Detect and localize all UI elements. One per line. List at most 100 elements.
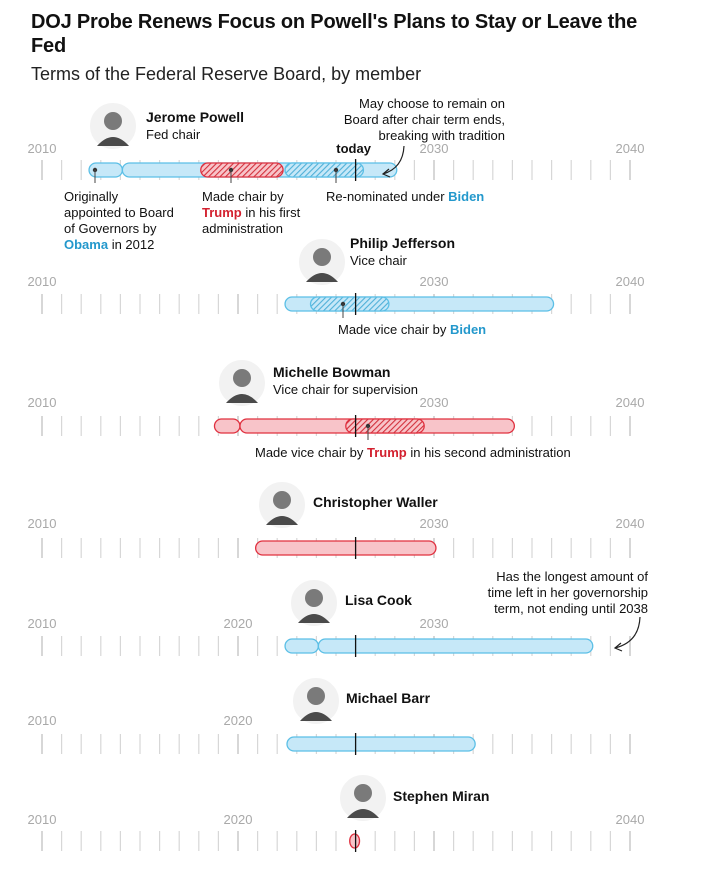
member-name: Stephen Miran	[393, 788, 489, 804]
annotation-party-name: Trump	[367, 445, 407, 460]
axis-tick-label: 2030	[420, 616, 449, 631]
arrowhead	[381, 168, 391, 178]
portrait-avatar	[217, 358, 267, 408]
axis-tick-label: 2010	[28, 274, 57, 289]
member-name: Jerome Powell	[146, 109, 244, 125]
portrait-avatar	[88, 101, 138, 151]
annotation-party-name: Obama	[64, 237, 109, 252]
axis-tick-label: 2010	[28, 616, 57, 631]
term-bar	[213, 418, 241, 434]
member-name: Michelle Bowman	[273, 364, 390, 380]
member-name: Michael Barr	[346, 690, 431, 706]
annotation-text: Made vice chair by Trump in his second a…	[255, 445, 571, 460]
avatar-head	[354, 784, 372, 802]
member-role: Fed chair	[146, 127, 201, 142]
avatar-body	[347, 809, 379, 818]
term-bar	[284, 638, 320, 654]
avatar-body	[97, 137, 129, 146]
avatar-head	[273, 491, 291, 509]
axis-tick-label: 2020	[224, 812, 253, 827]
member-row: 2010 2020 2030 Lisa Cook Has the longest amo…	[28, 569, 649, 657]
chart-subtitle: Terms of the Federal Reserve Board, by m…	[31, 64, 422, 84]
chart-title: DOJ Probe Renews Focus on Powell's Plans…	[31, 11, 638, 57]
term-bar	[254, 540, 437, 556]
member-name: Philip Jefferson	[350, 235, 455, 251]
avatar-body	[298, 614, 330, 623]
axis-tick-label: 2040	[616, 274, 645, 289]
annotation-text: Re-nominated under Biden	[326, 189, 484, 204]
avatar-body	[226, 394, 258, 403]
portrait-avatar	[257, 480, 307, 530]
term-bar-hatched	[345, 418, 425, 434]
member-name: Christopher Waller	[313, 494, 438, 510]
annotation-span: May choose to remain on	[359, 96, 505, 111]
annotation-span: Re-nominated under	[326, 189, 448, 204]
axis-tick-label: 2040	[616, 141, 645, 156]
member-row: 2010 2030 2040 Philip Jefferson Vice chair Ma…	[28, 235, 645, 337]
avatar-head	[307, 687, 325, 705]
member-role: Vice chair for supervision	[273, 382, 418, 397]
term-bar-hatched	[309, 296, 390, 312]
axis-tick-label: 2030	[420, 274, 449, 289]
avatar-body	[300, 712, 332, 721]
annotation-span: administration	[202, 221, 283, 236]
member-row: 2010 2020 2040 Stephen Miran	[28, 773, 645, 852]
annotation-span: in his first	[242, 205, 301, 220]
term-bar	[317, 638, 594, 654]
annotation-span: in his second administration	[407, 445, 571, 460]
axis-tick-label: 2020	[224, 616, 253, 631]
avatar-head	[305, 589, 323, 607]
annotation-text: Originally appointed to Board of Governors…	[64, 189, 174, 252]
axis-tick-label: 2030	[420, 141, 449, 156]
annotation-span: breaking with tradition	[379, 128, 505, 143]
annotation-span: in 2012	[108, 237, 154, 252]
portrait-avatar	[338, 773, 388, 823]
member-row: 2010 2030 2040 Christopher Waller	[28, 480, 645, 559]
member-name: Lisa Cook	[345, 592, 412, 608]
avatar-head	[313, 248, 331, 266]
avatar-head	[104, 112, 122, 130]
axis-tick-label: 2040	[616, 516, 645, 531]
member-row: 2010 2020 Michael Barr	[28, 676, 631, 755]
axis-tick-label: 2010	[28, 812, 57, 827]
annotation-span: Has the longest amount of	[496, 569, 648, 584]
annotation-party-name: Trump	[202, 205, 242, 220]
axis-tick-label: 2040	[616, 812, 645, 827]
annotation-text: May choose to remain on Board after chair…	[344, 96, 505, 143]
annotation-span: term, not ending until 2038	[494, 601, 648, 616]
avatar-head	[233, 369, 251, 387]
portrait-avatar	[291, 676, 341, 726]
annotation-text: Has the longest amount of time left in he…	[488, 569, 649, 616]
annotation-span: Made vice chair by	[255, 445, 367, 460]
member-row: 2010 2030 2040 Michelle Bowman Vice chair fo…	[28, 358, 645, 460]
axis-tick-label: 2010	[28, 713, 57, 728]
term-bar	[286, 736, 476, 752]
annotation-span: appointed to Board	[64, 205, 174, 220]
avatar-body	[266, 516, 298, 525]
annotation-text: Made chair by Trump in his first administr…	[202, 189, 301, 236]
annotation-span: time left in her governorship	[488, 585, 648, 600]
axis-tick-label: 2030	[420, 395, 449, 410]
annotation-span: Made chair by	[202, 189, 284, 204]
annotation-party-name: Biden	[450, 322, 486, 337]
annotation-party-name: Biden	[448, 189, 484, 204]
axis-tick-label: 2010	[28, 516, 57, 531]
axis-tick-label: 2040	[616, 395, 645, 410]
axis-tick-label: 2010	[28, 395, 57, 410]
arrowhead	[613, 642, 623, 652]
portrait-avatar	[289, 578, 339, 628]
annotation-span: of Governors by	[64, 221, 157, 236]
member-row: 2010 2030 2040 today Jerome Powell Fed chair O…	[28, 96, 645, 252]
term-bar	[349, 833, 361, 849]
portrait-avatar	[297, 237, 347, 287]
annotation-arrow	[614, 616, 641, 649]
annotation-span: Board after chair term ends,	[344, 112, 505, 127]
axis-tick-label: 2020	[224, 713, 253, 728]
avatar-body	[306, 273, 338, 282]
annotation-span: Originally	[64, 189, 119, 204]
annotation-arrow	[382, 145, 405, 175]
axis-tick-label: 2010	[28, 141, 57, 156]
axis-tick-label: 2030	[420, 516, 449, 531]
term-bar-hatched	[284, 162, 365, 178]
